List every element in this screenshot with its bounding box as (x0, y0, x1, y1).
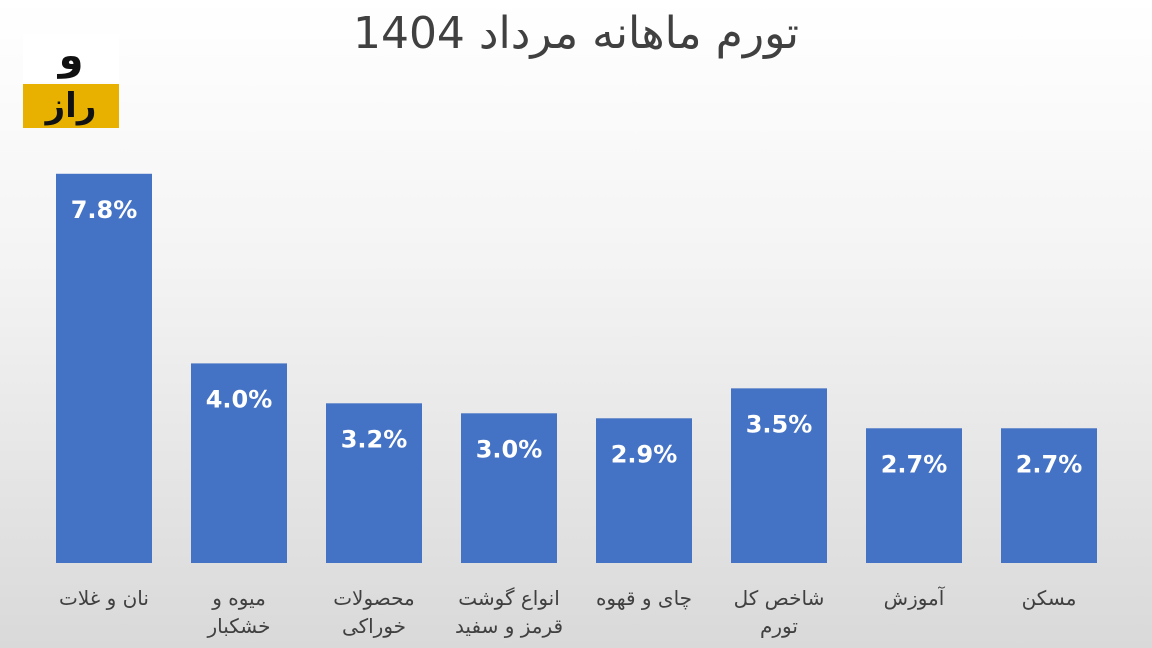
logo-top: و (23, 34, 119, 82)
value-label: 2.7% (1016, 450, 1083, 478)
value-label: 3.2% (341, 425, 408, 453)
bar (731, 388, 827, 563)
x-tick-label: محصولات خوراکی (333, 586, 415, 638)
value-label: 7.8% (71, 196, 138, 224)
bar (461, 413, 557, 563)
x-tick-label: نان و غلات (59, 586, 149, 610)
value-label: 2.7% (881, 450, 948, 478)
bar (326, 403, 422, 563)
x-tick-label: شاخص کل تورم (733, 586, 825, 638)
value-label: 2.9% (611, 440, 678, 468)
bar (1001, 428, 1097, 563)
x-tick-label: چای و قهوه (595, 586, 693, 610)
value-label: 4.0% (206, 385, 273, 413)
x-tick-label: میوه و خشکبار (207, 586, 271, 638)
bar (56, 173, 152, 563)
bar (596, 418, 692, 563)
value-label: 3.5% (746, 410, 813, 438)
x-tick-label: آموزش (883, 586, 945, 610)
value-label: 3.0% (476, 435, 543, 463)
bar (191, 363, 287, 563)
x-tick-label: مسکن (1021, 586, 1077, 610)
bar (866, 428, 962, 563)
logo-bottom: راز (23, 84, 119, 128)
x-tick-label: انواع گوشت قرمز و سفید (454, 586, 564, 638)
chart-title: تورم ماهانه مرداد 1404 (352, 8, 800, 59)
